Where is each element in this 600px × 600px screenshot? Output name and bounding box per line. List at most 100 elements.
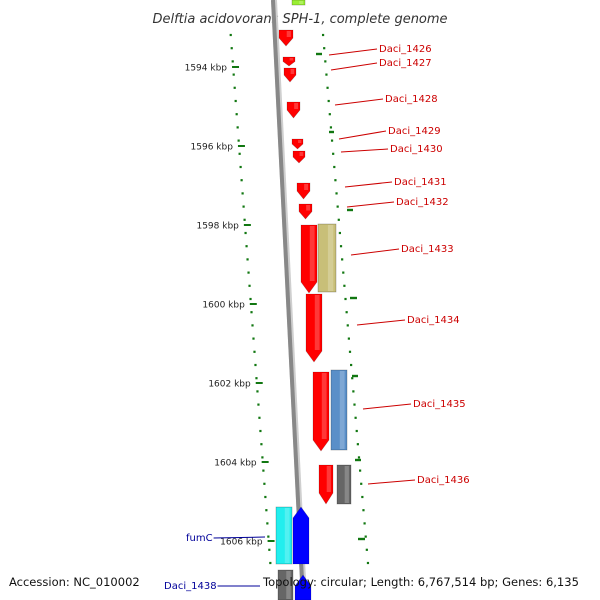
forward-gene-arrow xyxy=(286,101,301,119)
gc-dot xyxy=(241,192,244,195)
accession-text: Accession: NC_010002 xyxy=(9,575,140,589)
gc-dot xyxy=(250,311,253,314)
gene-label[interactable]: Daci_1428 xyxy=(385,94,438,105)
gene-leader-line xyxy=(334,98,384,106)
gene-leader-line xyxy=(338,130,387,140)
gene-label[interactable]: Daci_1427 xyxy=(379,58,432,69)
gene-label[interactable]: Daci_1429 xyxy=(388,126,441,137)
gc-dot xyxy=(244,231,247,235)
gc-dot xyxy=(339,245,343,248)
gc-peak xyxy=(347,208,353,212)
gc-dot xyxy=(325,73,328,76)
feature-gray-block xyxy=(277,569,294,600)
gc-peak xyxy=(350,296,357,300)
gc-dot xyxy=(332,152,335,155)
gene-leader-line xyxy=(213,536,266,539)
forward-gene-arrow-shine xyxy=(294,103,299,109)
scale-tick-label: 1596 kbp xyxy=(191,143,234,153)
gene-label[interactable]: Daci_1426 xyxy=(379,44,432,55)
gc-dot xyxy=(347,337,350,340)
gene-label[interactable]: Daci_1431 xyxy=(394,177,447,188)
gc-dot xyxy=(261,456,264,459)
gc-dot xyxy=(231,60,234,63)
gene-label[interactable]: Daci_1438 xyxy=(164,581,217,592)
gene-leader-line xyxy=(340,148,389,153)
gc-dot xyxy=(364,535,367,538)
gene-label[interactable]: fumC xyxy=(186,533,213,544)
gc-dot xyxy=(246,258,249,261)
gc-dot xyxy=(252,337,255,340)
gc-dot xyxy=(237,139,240,142)
gc-dot xyxy=(354,416,357,419)
gene-labels: Daci_1426 Daci_1427 Daci_1428 Daci_1429 Daci… xyxy=(164,44,470,592)
gene-leader-line xyxy=(346,201,395,208)
gene-label[interactable]: Daci_1434 xyxy=(407,315,460,326)
feature-khaki-block-shine xyxy=(327,225,334,291)
gc-peak xyxy=(358,537,365,541)
gene-label[interactable]: Daci_1430 xyxy=(390,144,443,155)
forward-gene-arrow-shine xyxy=(326,466,331,492)
genome-backbone xyxy=(271,0,307,600)
gc-dot xyxy=(265,509,268,512)
gc-dot xyxy=(235,113,238,116)
gc-dot xyxy=(238,152,241,155)
gc-dot xyxy=(262,469,265,472)
gc-dot xyxy=(363,522,366,525)
gene-label[interactable]: Daci_1436 xyxy=(417,475,470,486)
forward-gene-arrow xyxy=(305,293,323,363)
gc-dot xyxy=(266,522,269,525)
genome-summary-text: Topology: circular; Length: 6,767,514 bp… xyxy=(262,575,579,589)
gc-dot xyxy=(357,456,361,459)
feature-cyan-block-shine xyxy=(284,508,290,563)
feature-lime-block xyxy=(291,0,306,6)
gene-leader-line xyxy=(330,62,378,71)
forward-gene-arrow xyxy=(291,138,304,150)
forward-gene-arrow-shine xyxy=(304,184,309,190)
gc-dot xyxy=(260,443,263,446)
gc-dot xyxy=(351,377,354,380)
gc-dot xyxy=(323,47,326,50)
feature-track xyxy=(275,0,352,600)
feature-steelblue-block xyxy=(330,369,348,451)
gc-dot xyxy=(352,390,355,393)
gc-dot xyxy=(240,179,243,182)
gene-label[interactable]: Daci_1435 xyxy=(413,399,466,410)
feature-steelblue-block-shine xyxy=(339,371,345,449)
gc-dot xyxy=(346,324,349,327)
scale-tick-label: 1602 kbp xyxy=(208,380,251,390)
forward-gene-arrow-shine xyxy=(321,373,327,439)
gc-dot xyxy=(234,99,237,103)
forward-gene-arrow xyxy=(312,371,330,452)
gc-dot xyxy=(249,297,252,301)
forward-gene-arrow-shine xyxy=(290,69,295,74)
scale-tick-label: 1600 kbp xyxy=(202,301,245,311)
forward-gene-arrow-shine xyxy=(309,226,315,281)
gene-label[interactable]: Daci_1433 xyxy=(401,244,454,255)
gene-track xyxy=(278,29,334,600)
gc-dot xyxy=(269,561,272,565)
gc-dot xyxy=(344,297,347,301)
gc-dot xyxy=(239,165,242,169)
gc-dot xyxy=(243,218,246,221)
forward-gene-arrow xyxy=(283,67,297,83)
forward-gene-arrow xyxy=(282,56,296,67)
gc-dot xyxy=(330,139,334,142)
gc-dot xyxy=(232,73,235,76)
gc-dot xyxy=(321,33,325,37)
forward-gene-arrow xyxy=(292,150,306,164)
scale-tick-label: 1604 kbp xyxy=(214,459,257,469)
gc-dot xyxy=(257,403,260,406)
gc-dot xyxy=(267,535,270,538)
gene-label[interactable]: Daci_1432 xyxy=(396,197,449,208)
gene-leader-line xyxy=(344,181,393,188)
forward-gene-arrow xyxy=(296,182,311,200)
gc-dot xyxy=(334,179,337,182)
gc-dot xyxy=(329,126,333,129)
gc-dot xyxy=(362,509,365,512)
feature-gray-block-shine xyxy=(344,466,349,503)
feature-gray-block xyxy=(336,464,352,505)
gc-dot xyxy=(254,363,257,367)
gc-dot xyxy=(242,205,245,208)
forward-gene-arrow xyxy=(278,29,294,47)
reverse-gene-arrow xyxy=(292,506,310,565)
